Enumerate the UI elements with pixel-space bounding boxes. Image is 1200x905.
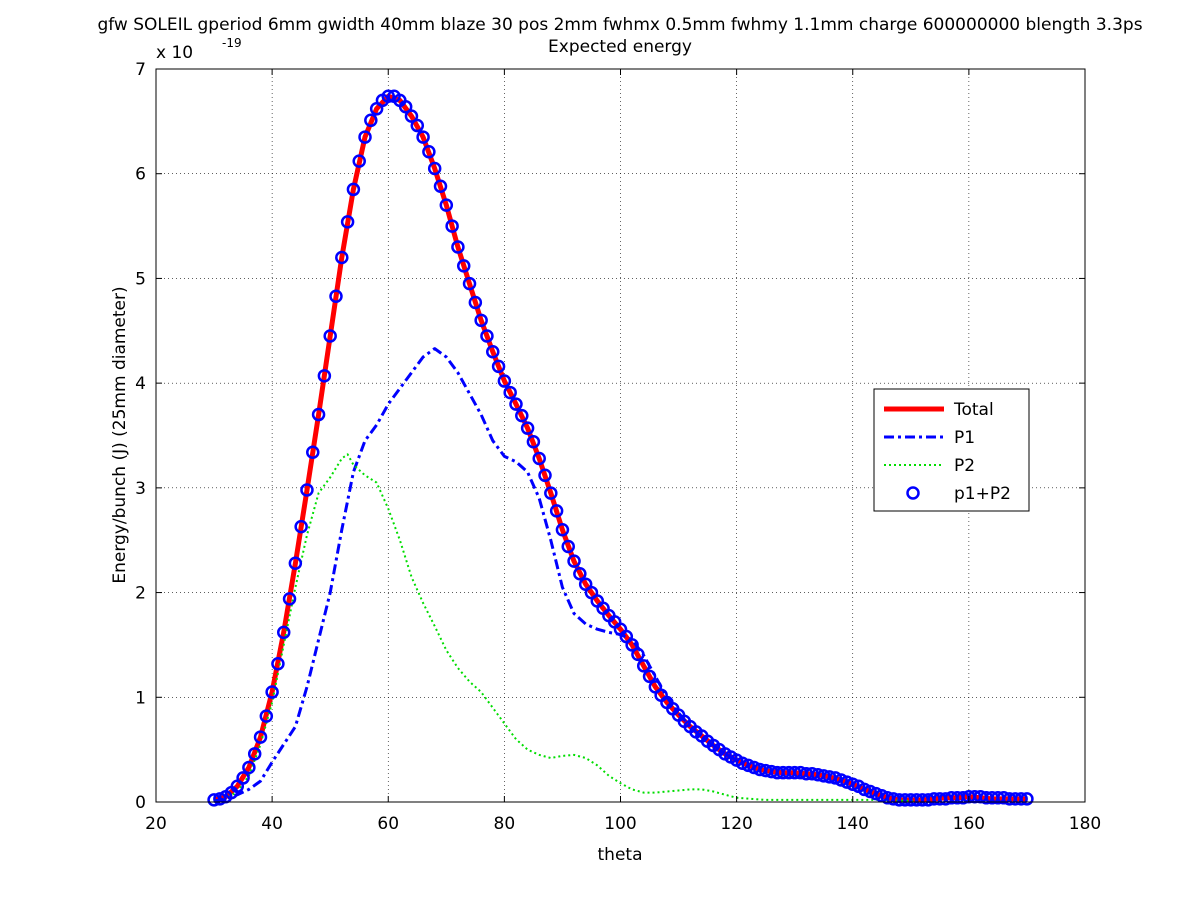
data-point	[456, 259, 471, 273]
data-point	[352, 154, 366, 168]
data-point	[822, 770, 837, 784]
y-tick-label: 4	[135, 374, 146, 394]
data-point	[491, 359, 506, 374]
data-point	[497, 374, 512, 388]
data-point	[422, 144, 436, 159]
x-tick-label: 120	[720, 814, 752, 834]
data-point	[433, 179, 448, 194]
data-point	[410, 118, 425, 133]
x-axis-label: theta	[598, 845, 643, 865]
data-point	[329, 289, 343, 303]
data-point	[346, 182, 361, 197]
data-point	[474, 313, 488, 328]
data-point	[259, 709, 274, 723]
data-point	[317, 369, 332, 383]
x-tick-label: 80	[494, 814, 516, 834]
data-point	[207, 793, 221, 807]
data-point	[462, 276, 477, 291]
data-point	[468, 295, 483, 310]
data-point	[549, 504, 564, 518]
data-point	[271, 657, 285, 671]
data-point	[561, 539, 575, 554]
data-point	[288, 556, 303, 571]
data-point	[404, 109, 419, 123]
data-point	[323, 329, 337, 343]
data-point	[242, 760, 256, 775]
y-tick-label: 1	[135, 688, 146, 708]
legend-label-p1-p2: p1+P2	[954, 484, 1011, 504]
data-point	[427, 161, 442, 176]
data-point	[532, 451, 546, 466]
data-point	[416, 130, 430, 144]
data-point	[631, 647, 645, 662]
y-multiplier-base: x 10	[156, 43, 193, 63]
x-tick-label: 60	[377, 814, 399, 834]
y-multiplier-exponent: -19	[222, 36, 242, 50]
x-tick-label: 160	[953, 814, 985, 834]
data-point	[358, 130, 372, 144]
data-point	[642, 669, 657, 684]
series-layer	[207, 89, 1034, 807]
series-total-line	[213, 93, 1027, 803]
y-tick-label: 6	[135, 165, 146, 185]
grid-lines	[156, 69, 1085, 802]
legend-label-p1: P1	[954, 428, 975, 448]
data-point	[486, 344, 500, 359]
data-point	[1014, 792, 1028, 806]
data-point	[294, 519, 308, 534]
data-point	[236, 771, 250, 785]
y-tick-label: 3	[135, 479, 146, 499]
data-point	[636, 659, 651, 673]
data-point	[306, 445, 320, 460]
data-point	[364, 113, 378, 128]
data-point	[311, 407, 326, 422]
data-point	[445, 219, 459, 233]
data-point	[335, 250, 349, 265]
data-point	[276, 625, 291, 640]
data-point	[625, 638, 639, 652]
y-tick-label: 0	[135, 793, 146, 813]
data-point	[451, 240, 465, 254]
axis-ticks: 20 40 60 80 100 120 140 160 180 0 1 2 3 4 5 6 7	[135, 60, 1101, 834]
y-tick-label: 5	[135, 269, 146, 289]
data-point	[509, 397, 523, 411]
chart-title: gfw SOLEIL gperiod 6mm gwidth 40mm blaze…	[97, 15, 1142, 35]
data-point	[526, 435, 541, 449]
data-point	[515, 408, 529, 423]
data-point	[439, 198, 454, 212]
data-point	[253, 730, 268, 744]
x-tick-label: 20	[145, 814, 167, 834]
data-point	[398, 99, 413, 114]
legend-label-p2: P2	[954, 456, 975, 476]
y-axis-label: Energy/bunch (J) (25mm diameter)	[110, 286, 130, 583]
data-point	[340, 215, 355, 229]
chart-subtitle: Expected energy	[548, 37, 692, 57]
data-point	[538, 468, 552, 483]
y-tick-label: 2	[135, 584, 146, 604]
data-point	[247, 747, 262, 761]
data-point	[480, 329, 494, 343]
series-p1-p2-markers	[207, 89, 1034, 807]
data-point	[573, 566, 587, 581]
data-point	[381, 89, 395, 103]
data-point	[282, 592, 297, 606]
legend: Total P1 P2 p1+P2	[873, 388, 1030, 512]
x-tick-label: 140	[837, 814, 869, 834]
y-tick-label: 7	[135, 60, 146, 80]
data-point	[1020, 792, 1034, 806]
data-point	[300, 483, 314, 497]
data-point	[555, 522, 570, 537]
data-point	[520, 421, 535, 435]
x-tick-label: 180	[1069, 814, 1101, 834]
data-point	[503, 385, 517, 400]
legend-swatch-p1-p2	[906, 486, 920, 500]
x-tick-label: 100	[604, 814, 636, 834]
legend-label-total: Total	[953, 400, 994, 420]
x-tick-label: 40	[261, 814, 283, 834]
data-point	[544, 486, 558, 500]
data-point	[265, 685, 279, 699]
data-point	[567, 554, 581, 568]
